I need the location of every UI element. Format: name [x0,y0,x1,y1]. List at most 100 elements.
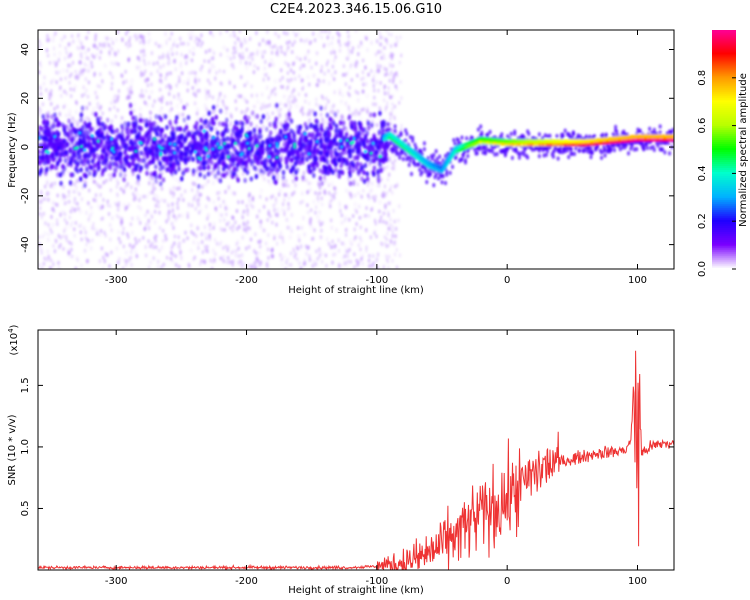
spectrogram-noise-cell [264,197,269,202]
spectrogram-band-cell [123,121,127,127]
spectrogram-noise-cell [268,102,272,108]
spectrogram-noise-cell [142,48,146,54]
spectrogram-envelope-cell [420,170,424,175]
spectrogram-band-cell [161,164,165,171]
spectrogram-noise-cell [313,210,318,215]
spectrogram-noise-cell [58,51,62,56]
spectrogram-noise-cell [178,186,182,191]
spectrogram-noise-cell [398,35,402,40]
spectrogram-noise-cell [266,232,270,238]
spectrogram-noise-cell [299,243,303,249]
spectrogram-noise-cell [158,55,162,60]
spectrogram-noise-cell [336,31,340,36]
spectrogram-noise-cell [101,255,105,260]
spectrogram-band-cell [365,138,370,144]
spectrogram-noise-cell [361,261,365,266]
spectrogram-noise-cell [174,253,178,259]
spectrogram-noise-cell [300,225,304,231]
spectrogram-noise-cell [160,106,164,111]
spectrogram-noise-cell [225,30,229,33]
spectrogram-band-cell [149,151,154,157]
spectrogram-noise-cell [92,73,96,78]
spectrogram-noise-cell [346,259,350,264]
spectrogram-noise-cell [250,56,255,62]
spectrogram-band-cell [312,147,317,154]
spectrogram-noise-cell [154,41,158,46]
spectrogram-noise-cell [337,37,341,42]
spectrogram-noise-cell [232,45,236,51]
spectrogram-noise-cell [109,100,114,106]
spectrogram-noise-cell [286,62,290,67]
spectrogram-band-cell [125,135,130,141]
spectrogram-noise-cell [231,228,235,233]
spectrogram-noise-cell [144,244,148,250]
spectrogram-band-cell [249,121,253,127]
spectrogram-noise-cell [382,35,386,41]
spectrogram-noise-cell [252,248,256,254]
spectrogram-noise-cell [320,202,324,207]
spectrogram-band-cell [50,163,55,169]
spectrogram-noise-cell [372,74,376,79]
spectrogram-noise-cell [192,91,196,97]
spectrogram-noise-cell [130,78,134,83]
spectrogram-band-cell [329,139,333,145]
spectrogram-band-cell [236,120,240,126]
spectrogram-noise-cell [313,38,317,43]
spectrogram-noise-cell [332,245,336,251]
spectrogram-noise-cell [89,205,93,210]
spectrogram-band-cell [366,125,371,131]
spectrogram-noise-cell [85,258,90,263]
spectrogram-noise-cell [143,213,148,218]
spectrogram-band-cell [117,164,122,170]
spectrogram-band-cell [231,127,235,134]
spectrogram-noise-cell [68,108,72,114]
spectrogram-noise-cell [385,190,389,195]
spectrogram-noise-cell [153,192,157,198]
spectrogram-noise-cell [202,114,206,119]
spectrogram-noise-cell [171,243,175,249]
spectrogram-noise-cell [70,206,74,211]
spectrogram-band-cell [128,128,133,134]
spectrogram-noise-cell [245,47,249,52]
spectrogram-noise-cell [114,114,118,119]
spectrogram-band-cell [268,165,272,171]
spectrogram-noise-cell [384,236,388,241]
spectrogram-band-cell [119,159,124,165]
spectrogram-band-cell [76,161,80,167]
spectrogram-noise-cell [330,244,334,250]
spectrogram-noise-cell [323,106,327,111]
spectrogram-noise-cell [281,181,285,187]
spectrogram-noise-cell [364,227,368,233]
spectrogram-noise-cell [365,93,369,99]
spectrogram-band-cell [333,161,338,167]
spectrogram-noise-cell [378,42,382,47]
spectrogram-noise-cell [184,60,188,66]
spectrogram-noise-cell [393,41,397,46]
spectrogram-noise-cell [132,102,136,107]
spectrogram-noise-cell [358,111,362,116]
spectrogram-noise-cell [160,94,165,100]
spectrogram-band-cell [376,169,380,175]
spectrogram-highlight-cell [44,149,48,153]
spectrogram-envelope-cell [434,149,438,154]
spectrogram-band-cell [92,168,97,174]
spectrogram-noise-cell [267,209,271,214]
spectrogram-band-cell [159,116,163,123]
spectrogram-noise-cell [361,214,366,219]
spectrogram-noise-cell [66,169,70,175]
spectrogram-noise-cell [56,193,60,198]
spectrogram-noise-cell [195,111,199,116]
spectrogram-noise-cell [260,102,264,107]
spectrogram-noise-cell [339,99,344,104]
spectrogram-noise-cell [86,237,90,243]
spectrogram-highlight-cell [206,154,211,158]
spectrogram-noise-cell [174,262,178,268]
spectrogram-noise-cell [313,190,318,196]
spectrogram-noise-cell [368,189,372,194]
spectrogram-highlight-cell [159,146,163,150]
spectrogram-band-cell [134,134,139,140]
spectrogram-noise-cell [147,226,151,231]
spectrogram-noise-cell [160,44,164,49]
spectrogram-noise-cell [219,256,223,261]
spectrogram-noise-cell [143,69,147,74]
